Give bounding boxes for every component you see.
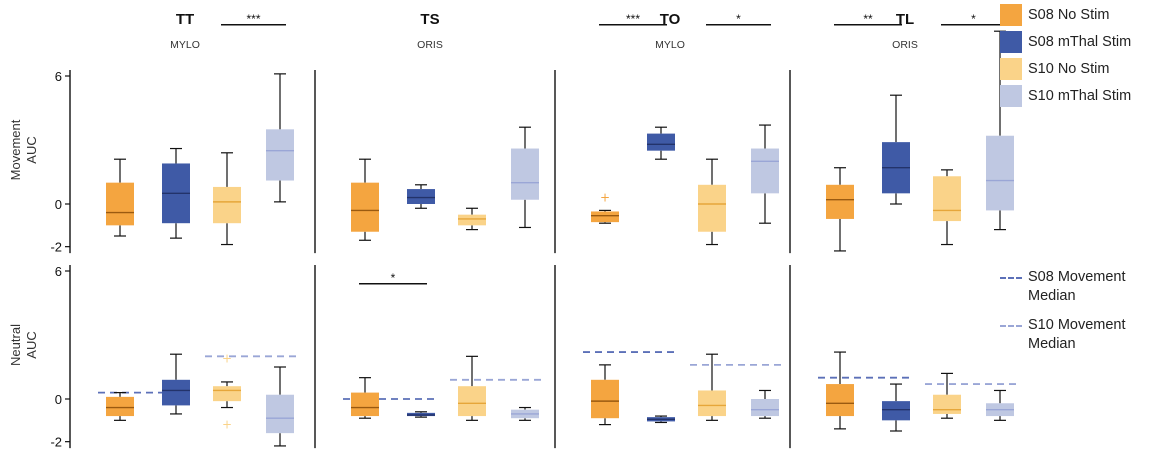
- legend-label-s10-no-stim: S10 No Stim: [1028, 61, 1110, 77]
- legend-item-s10-no-stim: S10 No Stim: [1000, 58, 1109, 80]
- column-title-ts: TS: [420, 11, 439, 28]
- panel-r0-c2-sig-label-1: *: [736, 12, 741, 26]
- legend-dash-s10-movement-median: [1000, 325, 1022, 327]
- panel-r0-c3-box-s10-no-stim: [933, 176, 961, 222]
- panel-r0-c2-box-s10-no-stim: [698, 184, 726, 232]
- panel-r1-c1-sig-label-0: *: [391, 271, 396, 285]
- panel-r0-c0-box-s10-mthal-stim: [266, 129, 294, 181]
- panel-r0-c3-sig-label-0: **: [863, 12, 873, 26]
- legend-item-s08-no-stim: S08 No Stim: [1000, 4, 1109, 26]
- panel-r1-c0-box-s10-no-stim-outlier-0: +: [222, 351, 232, 365]
- column-subtitle-to: MYLO: [655, 39, 685, 51]
- legend-label-s08-movement-median: S08 Movement Median: [1028, 269, 1126, 304]
- legend-label-s08-mthal-stim: S08 mThal Stim: [1028, 34, 1132, 50]
- panel-r0-c0-box-s08-no-stim: [106, 182, 134, 226]
- panel-r0-c1-box-s10-no-stim: [458, 214, 486, 226]
- panel-r1-c0-box-s10-mthal-stim: [266, 394, 294, 434]
- panel-r1-c3-box-s08-mthal-stim: [882, 401, 910, 421]
- panel-r1-c0-ytick-label: 0: [55, 392, 62, 407]
- row-label-part: AUC: [24, 136, 39, 163]
- legend-dash-s08-movement-median: [1000, 277, 1022, 279]
- panel-r1-c3-box-s10-no-stim: [933, 394, 961, 414]
- row-label-0: MovementAUC: [8, 119, 39, 180]
- legend-swatch-s10-mthal-stim: [1000, 85, 1022, 107]
- panel-r0-c0-ytick-label: 6: [55, 69, 62, 84]
- legend-swatch-s08-no-stim: [1000, 4, 1022, 26]
- column-title-tt: TT: [176, 11, 194, 28]
- panel-r0-c0-ytick-label: -2: [50, 240, 62, 255]
- column-title-tl: TL: [896, 11, 914, 28]
- panel-r0-c2-box-s08-no-stim-outlier-0: +: [600, 191, 610, 205]
- legend-label-s10-movement-median: S10 Movement Median: [1028, 317, 1126, 352]
- panel-r1-c0-box-s08-no-stim: [106, 396, 134, 417]
- panel-r0-c1-box-s08-no-stim: [351, 182, 379, 232]
- panel-r1-c1-box-s10-no-stim: [458, 386, 486, 417]
- legend-label-s10-mthal-stim: S10 mThal Stim: [1028, 88, 1132, 104]
- panel-r1-c3-box-s08-no-stim: [826, 384, 854, 417]
- row-label-part: Movement: [8, 119, 23, 180]
- legend-swatch-s10-no-stim: [1000, 58, 1022, 80]
- panel-r0-c2-sig-label-0: ***: [626, 12, 640, 26]
- panel-r1-c0-ytick-label: 6: [55, 264, 62, 279]
- panel-r1-c0-box-s08-mthal-stim: [162, 379, 190, 406]
- column-subtitle-tl: ORIS: [892, 39, 918, 51]
- panel-r0-c2-box-s10-mthal-stim: [751, 148, 779, 194]
- legend-item-s08-movement-median: S08 Movement Median: [1000, 268, 1153, 306]
- legend-item-s08-mthal-stim: S08 mThal Stim: [1000, 31, 1131, 53]
- panel-r1-c0-box-s10-no-stim-outlier-1: +: [222, 418, 232, 432]
- legend-item-s10-mthal-stim: S10 mThal Stim: [1000, 85, 1131, 107]
- panel-r0-c0-ytick-label: 0: [55, 197, 62, 212]
- panel-r0-c0-sig-label-0: ***: [246, 12, 260, 26]
- panel-r0-c1-box-s08-mthal-stim: [407, 189, 435, 204]
- row-label-1: NeutralAUC: [8, 324, 39, 366]
- panel-r1-c2-box-s10-mthal-stim: [751, 399, 779, 417]
- panel-r1-c2-box-s10-no-stim: [698, 390, 726, 417]
- panel-r0-c2-box-s08-no-stim: [591, 211, 619, 223]
- legend: S08 No Stim S08 mThal Stim S10 No Stim S…: [1000, 0, 1161, 459]
- panel-r1-c2-box-s08-no-stim: [591, 379, 619, 419]
- legend-item-s10-movement-median: S10 Movement Median: [1000, 316, 1153, 354]
- panel-r1-c1-box-s08-no-stim: [351, 392, 379, 417]
- panel-r1-c0-box-s10-no-stim: [213, 386, 241, 402]
- column-subtitle-tt: MYLO: [170, 39, 200, 51]
- panel-r0-c2-box-s08-mthal-stim: [647, 133, 675, 151]
- panel-r0-c1-box-s10-mthal-stim: [511, 148, 539, 200]
- legend-label-s08-no-stim: S08 No Stim: [1028, 7, 1110, 23]
- panel-r0-c0-box-s10-no-stim: [213, 186, 241, 224]
- column-title-to: TO: [660, 11, 681, 28]
- column-subtitle-ts: ORIS: [417, 39, 443, 51]
- panel-r1-c0-ytick-label: -2: [50, 435, 62, 450]
- row-label-part: AUC: [24, 331, 39, 358]
- legend-swatch-s08-mthal-stim: [1000, 31, 1022, 53]
- panel-r0-c3-box-s10-mthal-stim: [986, 135, 1014, 211]
- panel-r0-c3-sig-label-1: *: [971, 12, 976, 26]
- panel-r0-c3-box-s08-no-stim: [826, 184, 854, 219]
- row-label-part: Neutral: [8, 324, 23, 366]
